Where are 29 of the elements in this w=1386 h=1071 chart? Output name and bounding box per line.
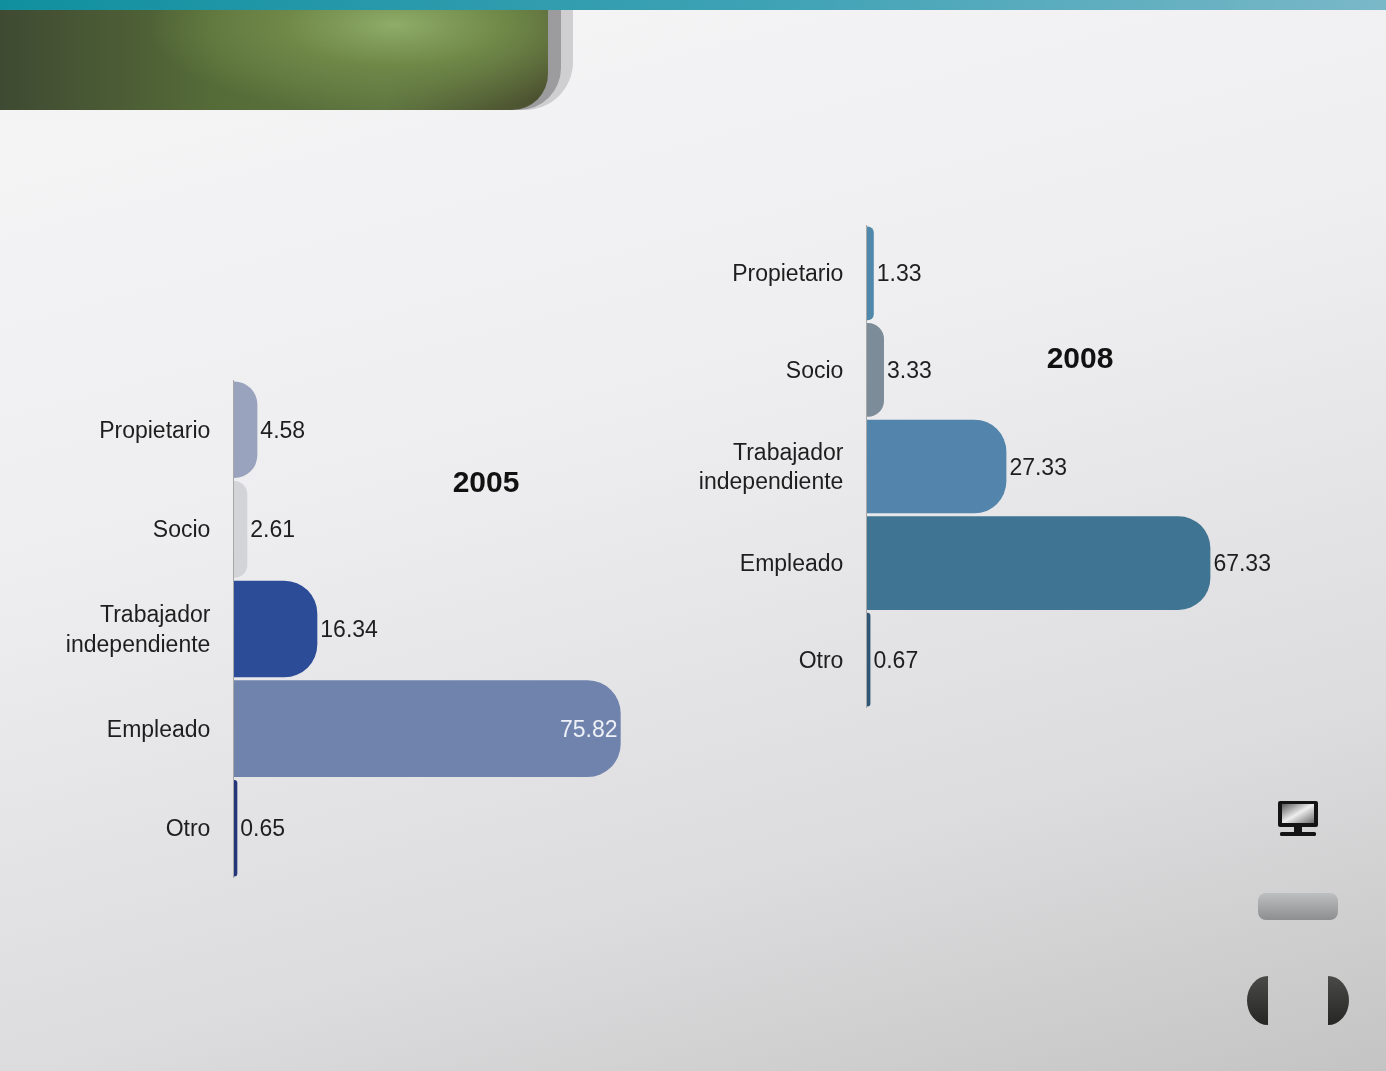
- data-label: 0.65: [240, 815, 286, 842]
- y-tick-label: Socio: [152, 516, 211, 543]
- y-tick-label: Propietario: [732, 260, 844, 287]
- bar: [867, 226, 874, 321]
- data-label: 4.58: [260, 416, 306, 443]
- bar: [867, 516, 1211, 610]
- y-tick-label: Otro: [798, 646, 844, 673]
- text: 2008: [1046, 340, 1114, 374]
- bar: [234, 481, 248, 578]
- y-tick-label: Trabajador independiente: [65, 601, 211, 657]
- data-label: 16.34: [320, 616, 379, 642]
- data-label: 27.33: [1009, 453, 1067, 480]
- data-label: 75.82: [560, 715, 618, 742]
- text: 2005: [452, 464, 520, 498]
- bar: [234, 779, 238, 877]
- data-label: 0.67: [873, 646, 919, 673]
- y-tick-label: Trabajador independiente: [698, 438, 844, 495]
- data-label: 1.33: [876, 260, 922, 287]
- bar: [234, 580, 318, 678]
- y-tick-label: Propietario: [99, 416, 211, 443]
- y-tick-label: Socio: [785, 356, 844, 383]
- y-tick-label: Empleado: [739, 550, 844, 577]
- data-label: 67.33: [1213, 550, 1271, 577]
- y-tick-label: Otro: [165, 815, 211, 842]
- data-label: 2.61: [250, 516, 296, 543]
- bar: [234, 680, 621, 777]
- y-tick-label: Empleado: [106, 715, 211, 742]
- data-label: 3.33: [886, 356, 932, 383]
- bar: [867, 419, 1007, 514]
